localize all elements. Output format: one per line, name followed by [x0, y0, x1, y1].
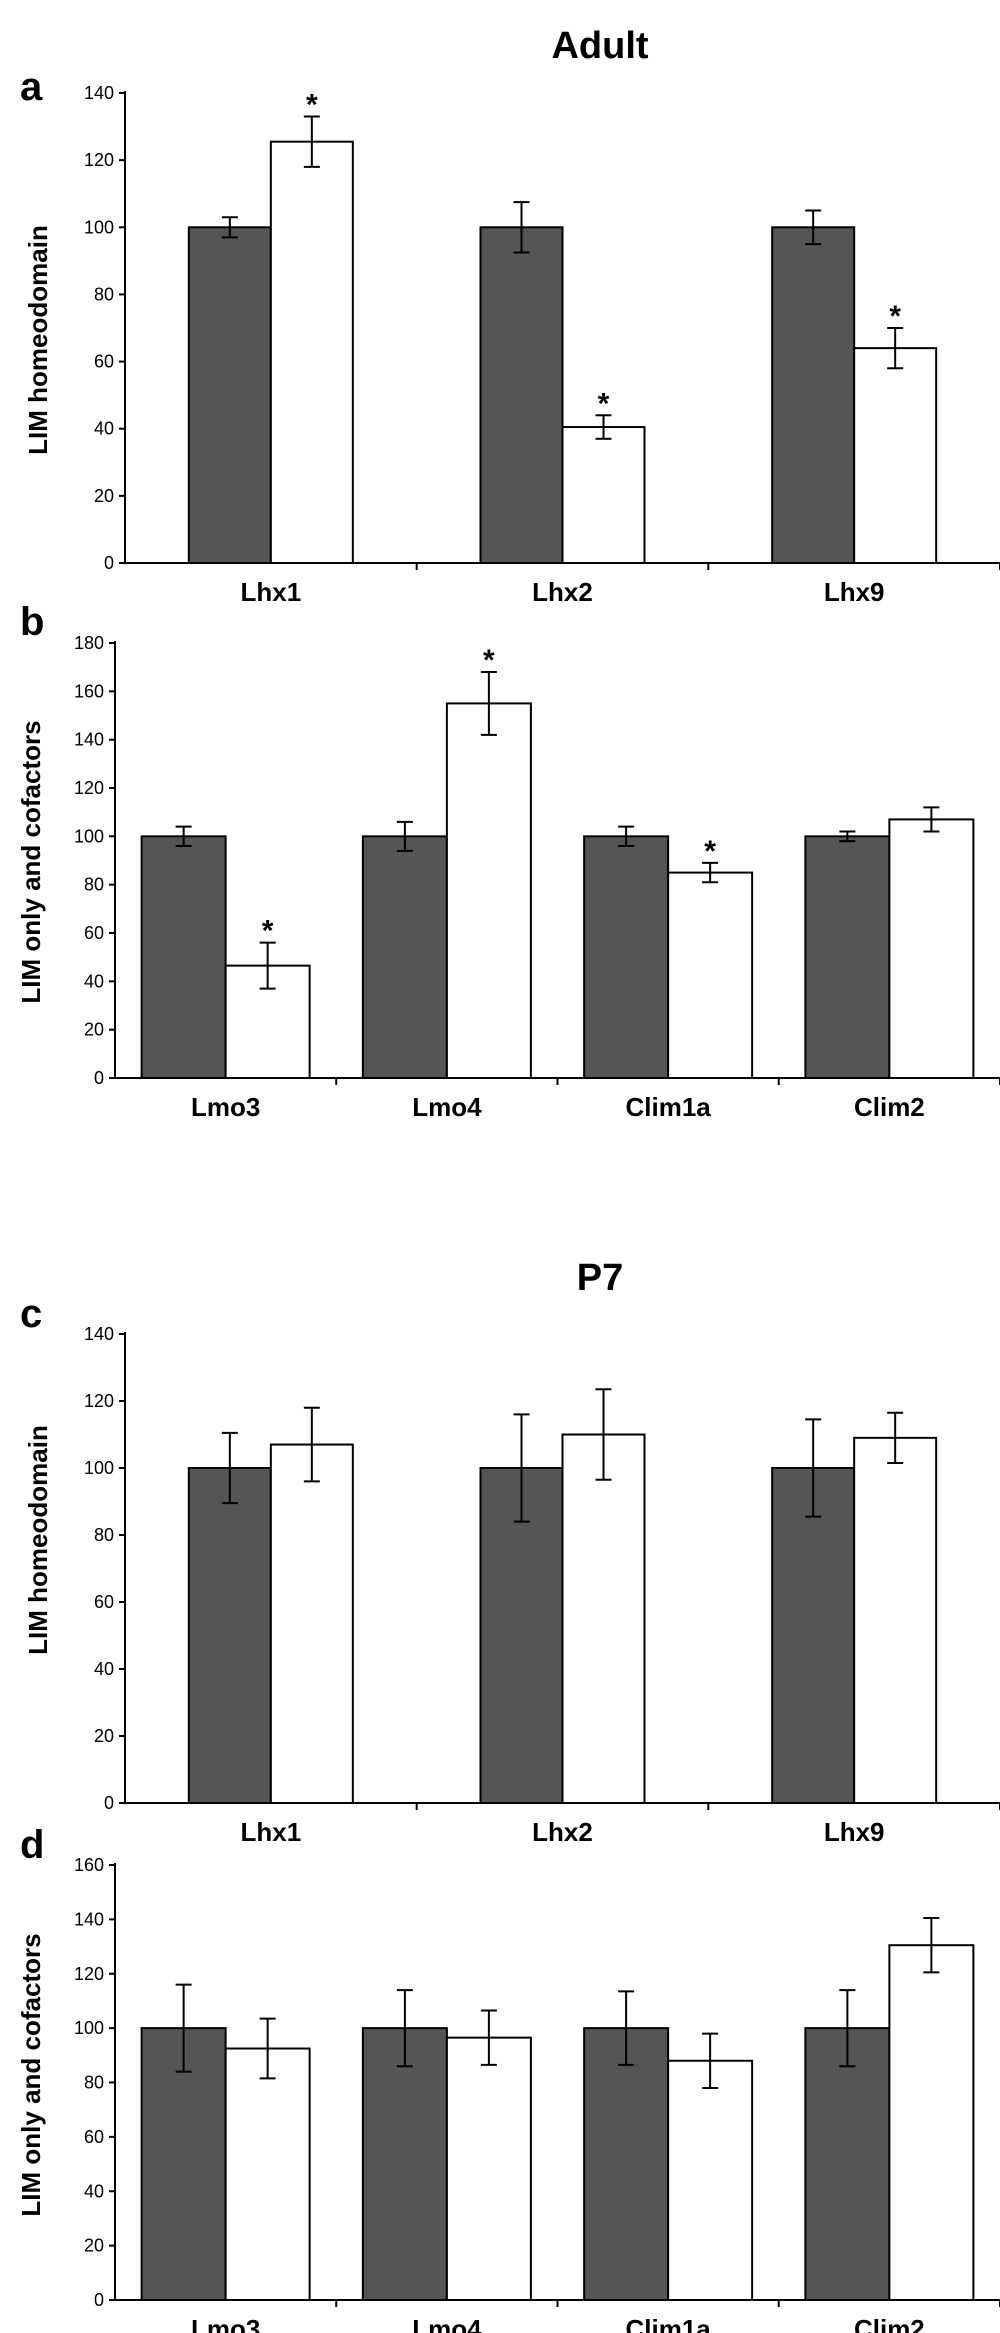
panel-c-bar-treated-Lhx2	[561, 1433, 646, 1804]
panel-b: b LIM only and cofactors * * * 0 20 40 60 80 10…	[16, 600, 1000, 1122]
panel-a-bar-control-Lhx2	[479, 226, 564, 565]
panel-a-bar-treated-Lhx2	[561, 426, 646, 564]
panel-b-y-tick-label: 160	[74, 681, 104, 701]
panel-a-significance-star-Lhx2: *	[598, 387, 610, 420]
panel-c-y-tick-label: 140	[84, 1324, 114, 1344]
panel-b-bar-control-Lmo4	[361, 835, 448, 1079]
panel-b-y-tick-label: 0	[94, 1068, 104, 1088]
panel-d-y-tick-label: 20	[84, 2236, 104, 2256]
panel-a-bar-control-Lhx9	[771, 226, 856, 565]
panel-c-y-tick-label: 20	[94, 1726, 114, 1746]
panel-b-y-tick-label: 140	[74, 730, 104, 750]
panel-c-bar-treated-Lhx1	[269, 1443, 354, 1805]
panel-a-category-label: Lhx1	[240, 577, 301, 607]
panel-a-bar-control-Lhx1	[187, 226, 272, 565]
panel-c-bar-control-Lhx1	[187, 1467, 272, 1804]
panel-b-y-tick-label: 40	[84, 971, 104, 991]
panel-c-category-label: Lhx9	[824, 1817, 885, 1847]
panel-c-y-axis-label: LIM homeodomain	[23, 1425, 53, 1655]
panel-d: d LIM only and cofactors 0 20 40 60 80 100 120…	[16, 1823, 1000, 2333]
panel-a-y-tick-label: 140	[84, 83, 114, 103]
panel-a-y-tick-label: 60	[94, 352, 114, 372]
panel-a-significance-star-Lhx9: *	[889, 300, 901, 333]
panel-a-y-tick-label: 20	[94, 486, 114, 506]
panel-b-y-tick-label: 20	[84, 1020, 104, 1040]
panel-a-letter: a	[20, 65, 43, 109]
panel-d-bar-control-Clim1a	[583, 2027, 670, 2301]
panel-d-bar-control-Clim2	[804, 2027, 891, 2301]
panel-a-y-tick-label: 100	[84, 217, 114, 237]
panel-d-bar-treated-Lmo4	[445, 2036, 532, 2301]
panel-a-category-label: Lhx9	[824, 577, 885, 607]
panel-c-y-tick-label: 80	[94, 1525, 114, 1545]
panel-d-bar-treated-Clim2	[888, 1944, 975, 2301]
panel-a-y-tick-label: 40	[94, 419, 114, 439]
panel-b-y-tick-label: 60	[84, 923, 104, 943]
panel-b-bar-treated-Lmo3	[224, 964, 311, 1079]
panel-a-bar-treated-Lhx1	[269, 140, 354, 565]
panel-b-y-tick-label: 100	[74, 826, 104, 846]
panel-d-bar-control-Lmo4	[361, 2027, 448, 2301]
panel-c-y-tick-label: 40	[94, 1659, 114, 1679]
panel-c-category-label: Lhx2	[532, 1817, 593, 1847]
panel-a-category-label: Lhx2	[532, 577, 593, 607]
panel-c-letter: c	[20, 1292, 42, 1336]
panel-d-y-tick-label: 140	[74, 1909, 104, 1929]
panel-d-bar-treated-Lmo3	[224, 2047, 311, 2301]
panel-c-y-tick-label: 100	[84, 1458, 114, 1478]
panel-d-category-label: Lmo4	[412, 2314, 482, 2333]
panel-d-category-label: Clim2	[854, 2314, 925, 2333]
panel-b-letter: b	[20, 600, 44, 644]
panel-b-bar-treated-Clim1a	[667, 871, 754, 1079]
panel-a-y-axis-label: LIM homeodomain	[23, 225, 53, 455]
panel-d-y-tick-label: 40	[84, 2181, 104, 2201]
panel-d-y-axis-label: LIM only and cofactors	[16, 1933, 46, 2216]
panel-d-y-tick-label: 80	[84, 2073, 104, 2093]
panel-b-bar-control-Lmo3	[140, 835, 227, 1079]
panel-b-significance-star-Lmo4: *	[483, 644, 495, 677]
panel-d-bar-treated-Clim1a	[667, 2059, 754, 2301]
panel-b-significance-star-Clim1a: *	[704, 835, 716, 868]
panel-b-y-tick-label: 120	[74, 778, 104, 798]
panel-a-y-tick-label: 0	[104, 553, 114, 573]
panel-d-y-tick-label: 100	[74, 2018, 104, 2038]
panel-d-y-tick-label: 160	[74, 1855, 104, 1875]
panel-b-bar-control-Clim2	[804, 835, 891, 1079]
panel-b-category-label: Lmo4	[412, 1092, 482, 1122]
panel-a-y-tick-label: 120	[84, 150, 114, 170]
panel-b-y-axis-label: LIM only and cofactors	[16, 720, 46, 1003]
panel-b-bar-treated-Clim2	[888, 818, 975, 1080]
panel-b-category-label: Clim2	[854, 1092, 925, 1122]
panel-d-y-tick-label: 60	[84, 2127, 104, 2147]
panel-c-y-tick-label: 0	[104, 1793, 114, 1813]
panel-c: P7 c LIM homeodomain 020406080100120140 …	[20, 1257, 1000, 1847]
panel-c-category-label: Lhx1	[240, 1817, 301, 1847]
panel-d-category-label: Lmo3	[191, 2314, 260, 2333]
panel-b-category-label: Clim1a	[625, 1092, 711, 1122]
panel-c-title: P7	[577, 1257, 623, 1299]
panel-b-y-tick-label: 80	[84, 875, 104, 895]
panel-c-bar-treated-Lhx9	[853, 1436, 938, 1804]
panel-c-y-tick-label: 60	[94, 1592, 114, 1612]
panel-b-category-label: Lmo3	[191, 1092, 260, 1122]
panel-b-bar-treated-Lmo4	[445, 702, 532, 1080]
panel-d-y-tick-label: 120	[74, 1964, 104, 1984]
panel-d-letter: d	[20, 1823, 44, 1867]
panel-b-y-tick-label: 180	[74, 633, 104, 653]
panel-a-title: Adult	[551, 25, 648, 67]
panel-a-bar-treated-Lhx9	[853, 347, 938, 564]
panel-a-significance-star-Lhx1: *	[306, 89, 318, 122]
panel-a: Adult a LIM homeodomain * * * 0 20 40 60 80 100…	[20, 25, 1000, 607]
panel-a-y-tick-label: 80	[94, 284, 114, 304]
panel-d-y-tick-label: 0	[94, 2290, 104, 2310]
panel-c-bar-control-Lhx9	[771, 1467, 856, 1804]
panel-b-significance-star-Lmo3: *	[262, 915, 274, 948]
panel-b-bar-control-Clim1a	[583, 835, 670, 1079]
panel-d-category-label: Clim1a	[625, 2314, 711, 2333]
panel-c-y-tick-label: 120	[84, 1391, 114, 1411]
